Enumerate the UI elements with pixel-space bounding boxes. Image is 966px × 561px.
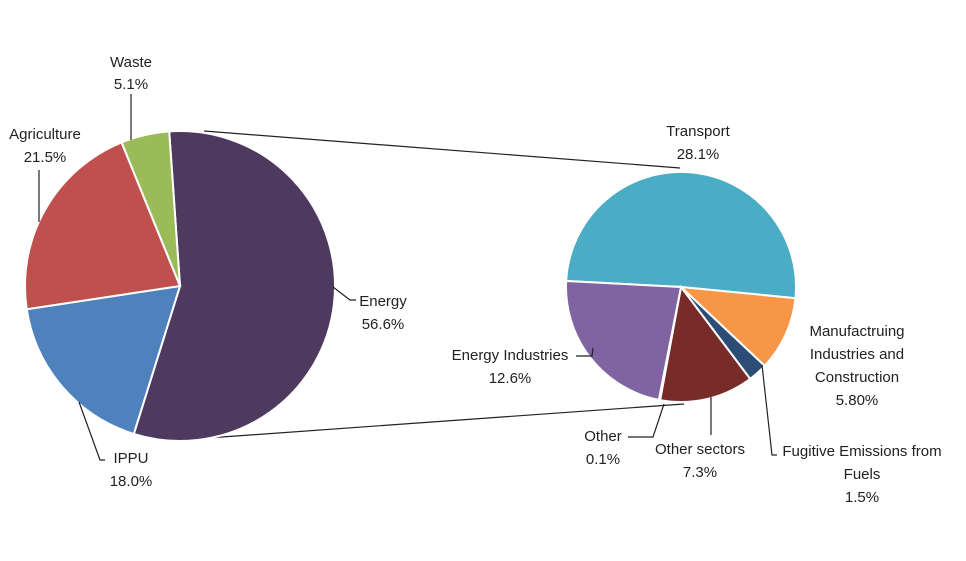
label-agriculture-name: Agriculture — [9, 126, 81, 143]
leader-other — [628, 403, 665, 438]
label-waste-name: Waste — [110, 54, 152, 71]
main-pie — [24, 130, 336, 442]
leader-energy-industries — [576, 347, 594, 357]
label-ippu-name: IPPU — [113, 450, 148, 467]
label-energy-industries-name: Energy Industries — [452, 347, 569, 364]
label-manufacturing-line2: Industries and — [810, 346, 904, 363]
label-other-value: 0.1% — [586, 451, 620, 468]
label-other-name: Other — [584, 428, 622, 445]
slice-waste — [120, 130, 181, 287]
label-fugitive-line2: Fuels — [844, 466, 881, 483]
label-transport-name: Transport — [666, 123, 730, 140]
label-other-sectors-name: Other sectors — [655, 441, 745, 458]
slice-transport — [565, 170, 797, 300]
breakdown-pie — [565, 170, 797, 403]
label-fugitive-value: 1.5% — [845, 489, 879, 506]
slice-energy-industries — [565, 279, 683, 402]
label-energy-name: Energy — [359, 293, 407, 310]
label-agriculture-value: 21.5% — [24, 149, 67, 166]
slice-manufactruing-industries-and-construction — [678, 285, 797, 368]
label-waste-value: 5.1% — [114, 76, 148, 93]
leader-fugitive — [761, 364, 777, 456]
label-energy-value: 56.6% — [362, 316, 405, 333]
label-other-sectors-value: 7.3% — [683, 464, 717, 481]
slice-other-sectors — [658, 284, 752, 403]
slice-agriculture — [24, 141, 182, 311]
label-ippu-value: 18.0% — [110, 473, 153, 490]
label-manufacturing-value: 5.80% — [836, 392, 879, 409]
label-manufacturing-line3: Construction — [815, 369, 899, 386]
label-energy-industries-value: 12.6% — [489, 370, 532, 387]
leader-energy — [332, 286, 356, 301]
label-transport-value: 28.1% — [677, 146, 720, 163]
label-fugitive-line1: Fugitive Emissions from — [782, 443, 941, 460]
slice-ippu — [25, 284, 182, 436]
connector-line-bottom — [193, 403, 685, 440]
leader-ippu — [78, 401, 105, 461]
slice-energy — [132, 130, 336, 442]
label-manufacturing-line1: Manufactruing — [809, 323, 904, 340]
connector-line-top — [203, 130, 681, 169]
